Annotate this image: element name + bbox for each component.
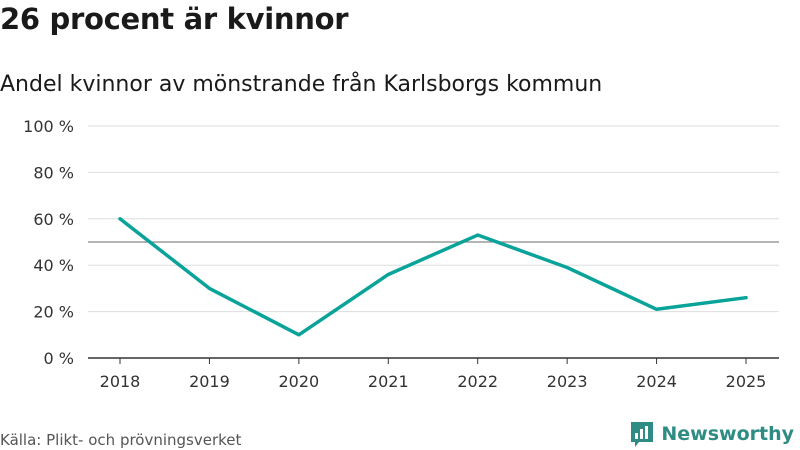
- data-point: [744, 296, 748, 300]
- newsworthy-chart-icon: [631, 422, 654, 447]
- x-tick-label: 2021: [368, 372, 409, 391]
- chart-title: 26 procent är kvinnor: [0, 2, 349, 36]
- data-point: [297, 333, 301, 337]
- y-tick-label: 40 %: [33, 256, 74, 275]
- series-line: [118, 217, 748, 337]
- x-tick-label: 2019: [189, 372, 230, 391]
- data-point: [207, 286, 211, 290]
- data-point: [476, 233, 480, 237]
- series-layer: [118, 217, 748, 337]
- brand-name: Newsworthy: [661, 423, 794, 445]
- y-tick-label: 20 %: [33, 303, 74, 322]
- data-point: [386, 272, 390, 276]
- x-tick-label: 2023: [547, 372, 588, 391]
- chart-subtitle: Andel kvinnor av mönstrande från Karlsbo…: [0, 72, 603, 97]
- x-tick-label: 2025: [726, 372, 767, 391]
- x-tick-label: 2020: [278, 372, 319, 391]
- data-point: [118, 217, 122, 221]
- x-axis-ticks: 2018 2019 2020 2021 2022 2023 2024 2025: [100, 358, 767, 391]
- data-point: [655, 307, 659, 311]
- data-point: [565, 266, 569, 270]
- y-tick-label: 60 %: [33, 210, 74, 229]
- y-axis-ticks: 0 % 20 % 40 % 60 % 80 % 100 %: [23, 117, 74, 368]
- source-note: Källa: Plikt- och prövningsverket: [0, 431, 242, 449]
- y-tick-label: 100 %: [23, 117, 74, 136]
- gridlines: [88, 125, 779, 359]
- y-tick-label: 80 %: [33, 163, 74, 182]
- x-tick-label: 2022: [457, 372, 498, 391]
- y-tick-label: 0 %: [44, 349, 74, 368]
- x-tick-label: 2018: [100, 372, 141, 391]
- brand-logo: Newsworthy: [629, 420, 794, 448]
- x-tick-label: 2024: [636, 372, 677, 391]
